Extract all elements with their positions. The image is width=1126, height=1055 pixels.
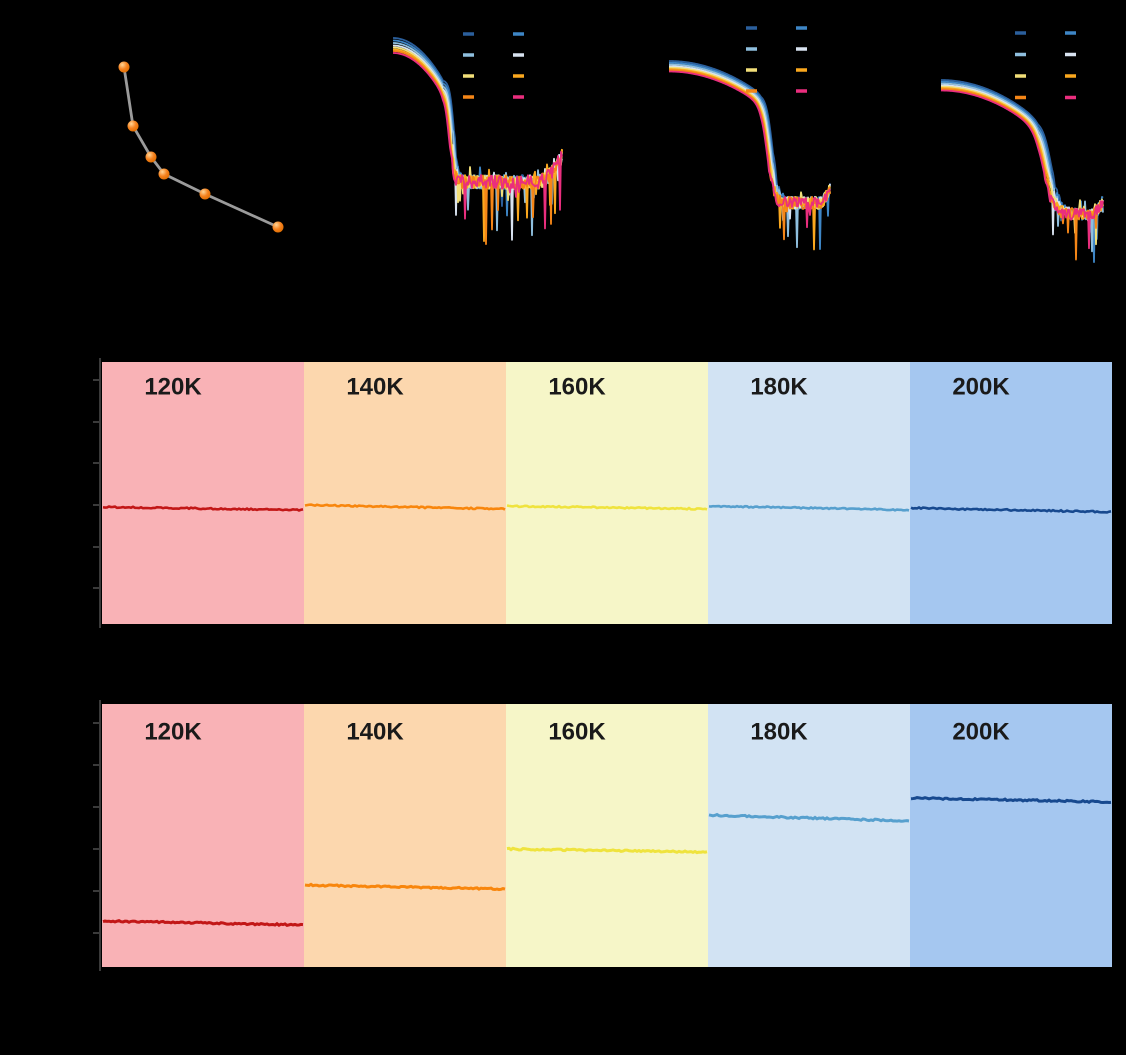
- decay-b-svg: [392, 32, 563, 245]
- temperature-label-140K: 140K: [346, 373, 404, 400]
- legend: [1015, 31, 1076, 100]
- cooling-curve-svg: [118, 61, 284, 233]
- decay-curve-orange: [668, 69, 831, 241]
- decay-curve-yellow: [940, 85, 1104, 246]
- panel-d-decay-chart: [930, 18, 1126, 286]
- temperature-band-160K: [506, 704, 708, 967]
- temperature-label-160K: 160K: [548, 718, 606, 745]
- band-middle-svg: 120K 140K 160K 180K 200K: [93, 358, 1112, 628]
- signal-trace-120K: [102, 919, 304, 927]
- signal-trace-140K: [304, 882, 506, 892]
- temperature-band-200K: [910, 362, 1112, 624]
- band-bottom-svg: 120K 140K 160K 180K 200K: [93, 700, 1112, 971]
- data-point: [158, 168, 170, 180]
- signal-trace-180K: [708, 504, 910, 512]
- temperature-label-120K: 120K: [144, 373, 202, 400]
- temperature-label-200K: 200K: [952, 373, 1010, 400]
- cooling-curve-line: [122, 66, 279, 229]
- legend: [463, 32, 524, 99]
- decay-curve-magenta: [668, 70, 831, 229]
- temperature-band-120K: [102, 704, 304, 967]
- temperature-label-160K: 160K: [548, 373, 606, 400]
- signal-trace-160K: [506, 846, 708, 855]
- decay-curve-amber: [392, 48, 563, 242]
- temperature-band-140K: [304, 362, 506, 624]
- decay-curve-magenta: [392, 52, 563, 230]
- temperature-label-180K: 180K: [750, 373, 808, 400]
- decay-curve-orange: [392, 50, 563, 245]
- signal-trace-200K: [910, 506, 1112, 514]
- panel-a-cooling-scatter: [95, 40, 310, 245]
- panel-c-decay-chart: [655, 15, 855, 277]
- decay-curve-orange: [940, 88, 1104, 261]
- temperature-label-120K: 120K: [144, 718, 202, 745]
- temperature-label-200K: 200K: [952, 718, 1010, 745]
- signal-trace-160K: [506, 504, 708, 511]
- decay-curve-pale_blue: [392, 44, 563, 241]
- signal-trace-200K: [910, 796, 1112, 805]
- temperature-band-180K: [708, 362, 910, 624]
- decay-curve-magenta: [940, 89, 1104, 250]
- signal-trace-180K: [708, 812, 910, 823]
- temperature-band-120K: [102, 362, 304, 624]
- decay-c-svg: [668, 26, 831, 251]
- signal-trace-120K: [102, 505, 304, 512]
- decay-curve-dark_blue: [668, 60, 831, 210]
- decay-curve-blue: [940, 80, 1104, 263]
- temperature-band-200K: [910, 704, 1112, 967]
- data-point: [199, 188, 211, 200]
- temperature-label-140K: 140K: [346, 718, 404, 745]
- data-point: [145, 151, 157, 163]
- temperature-label-180K: 180K: [750, 718, 808, 745]
- panel-f-temperature-band-chart: 120K 140K 160K 180K 200K: [93, 696, 1126, 978]
- data-point: [127, 120, 139, 132]
- legend: [746, 26, 807, 93]
- temperature-band-180K: [708, 704, 910, 967]
- data-point: [272, 221, 284, 233]
- panel-e-temperature-band-chart: 120K 140K 160K 180K 200K: [93, 352, 1126, 632]
- temperature-band-140K: [304, 704, 506, 967]
- signal-trace-140K: [304, 503, 506, 511]
- temperature-band-160K: [506, 362, 708, 624]
- data-point: [118, 61, 130, 73]
- decay-d-svg: [940, 31, 1104, 263]
- decay-curve-light_blue: [392, 42, 563, 237]
- panel-b-decay-chart: [385, 25, 580, 265]
